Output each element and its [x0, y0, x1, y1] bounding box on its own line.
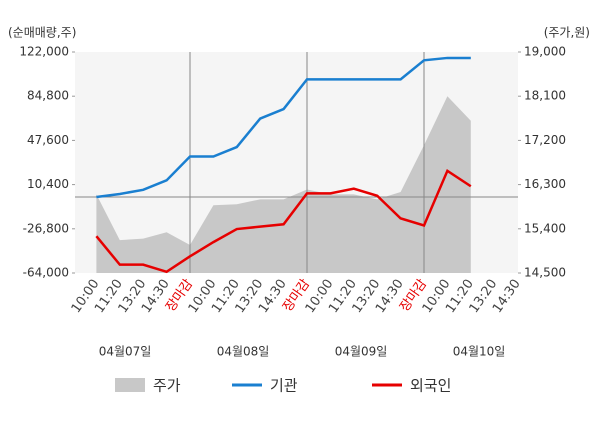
- date-label: 04월09일: [335, 345, 388, 359]
- y2-tick-label: 16,300: [524, 177, 566, 191]
- legend-swatch: [115, 378, 145, 392]
- price-area: [96, 96, 471, 273]
- y2-axis-label: (주가,원): [544, 26, 590, 40]
- y-tick-label: -64,000: [23, 266, 69, 280]
- y-axis-label: (순매매량,주): [8, 26, 76, 40]
- y2-tick-label: 15,400: [524, 221, 566, 235]
- legend-label: 주가: [153, 377, 181, 395]
- series-line: [95, 168, 472, 274]
- y2-tick-label: 14,500: [524, 266, 566, 280]
- y2-tick-label: 19,000: [524, 45, 566, 59]
- y-tick-label: 122,000: [19, 45, 69, 59]
- y2-tick-label: 17,200: [524, 133, 566, 147]
- y-tick-label: -26,800: [23, 221, 69, 235]
- legend-label: 외국인: [410, 377, 451, 395]
- series-line: [96, 56, 471, 199]
- y2-tick-label: 18,100: [524, 89, 566, 103]
- date-label: 04월10일: [453, 345, 506, 359]
- y-tick-label: 10,400: [27, 177, 69, 191]
- y-tick-label: 84,800: [27, 89, 69, 103]
- legend-label: 기관: [270, 377, 298, 395]
- date-label: 04월07일: [99, 345, 152, 359]
- y-tick-label: 47,600: [27, 133, 69, 147]
- date-label: 04월08일: [217, 345, 270, 359]
